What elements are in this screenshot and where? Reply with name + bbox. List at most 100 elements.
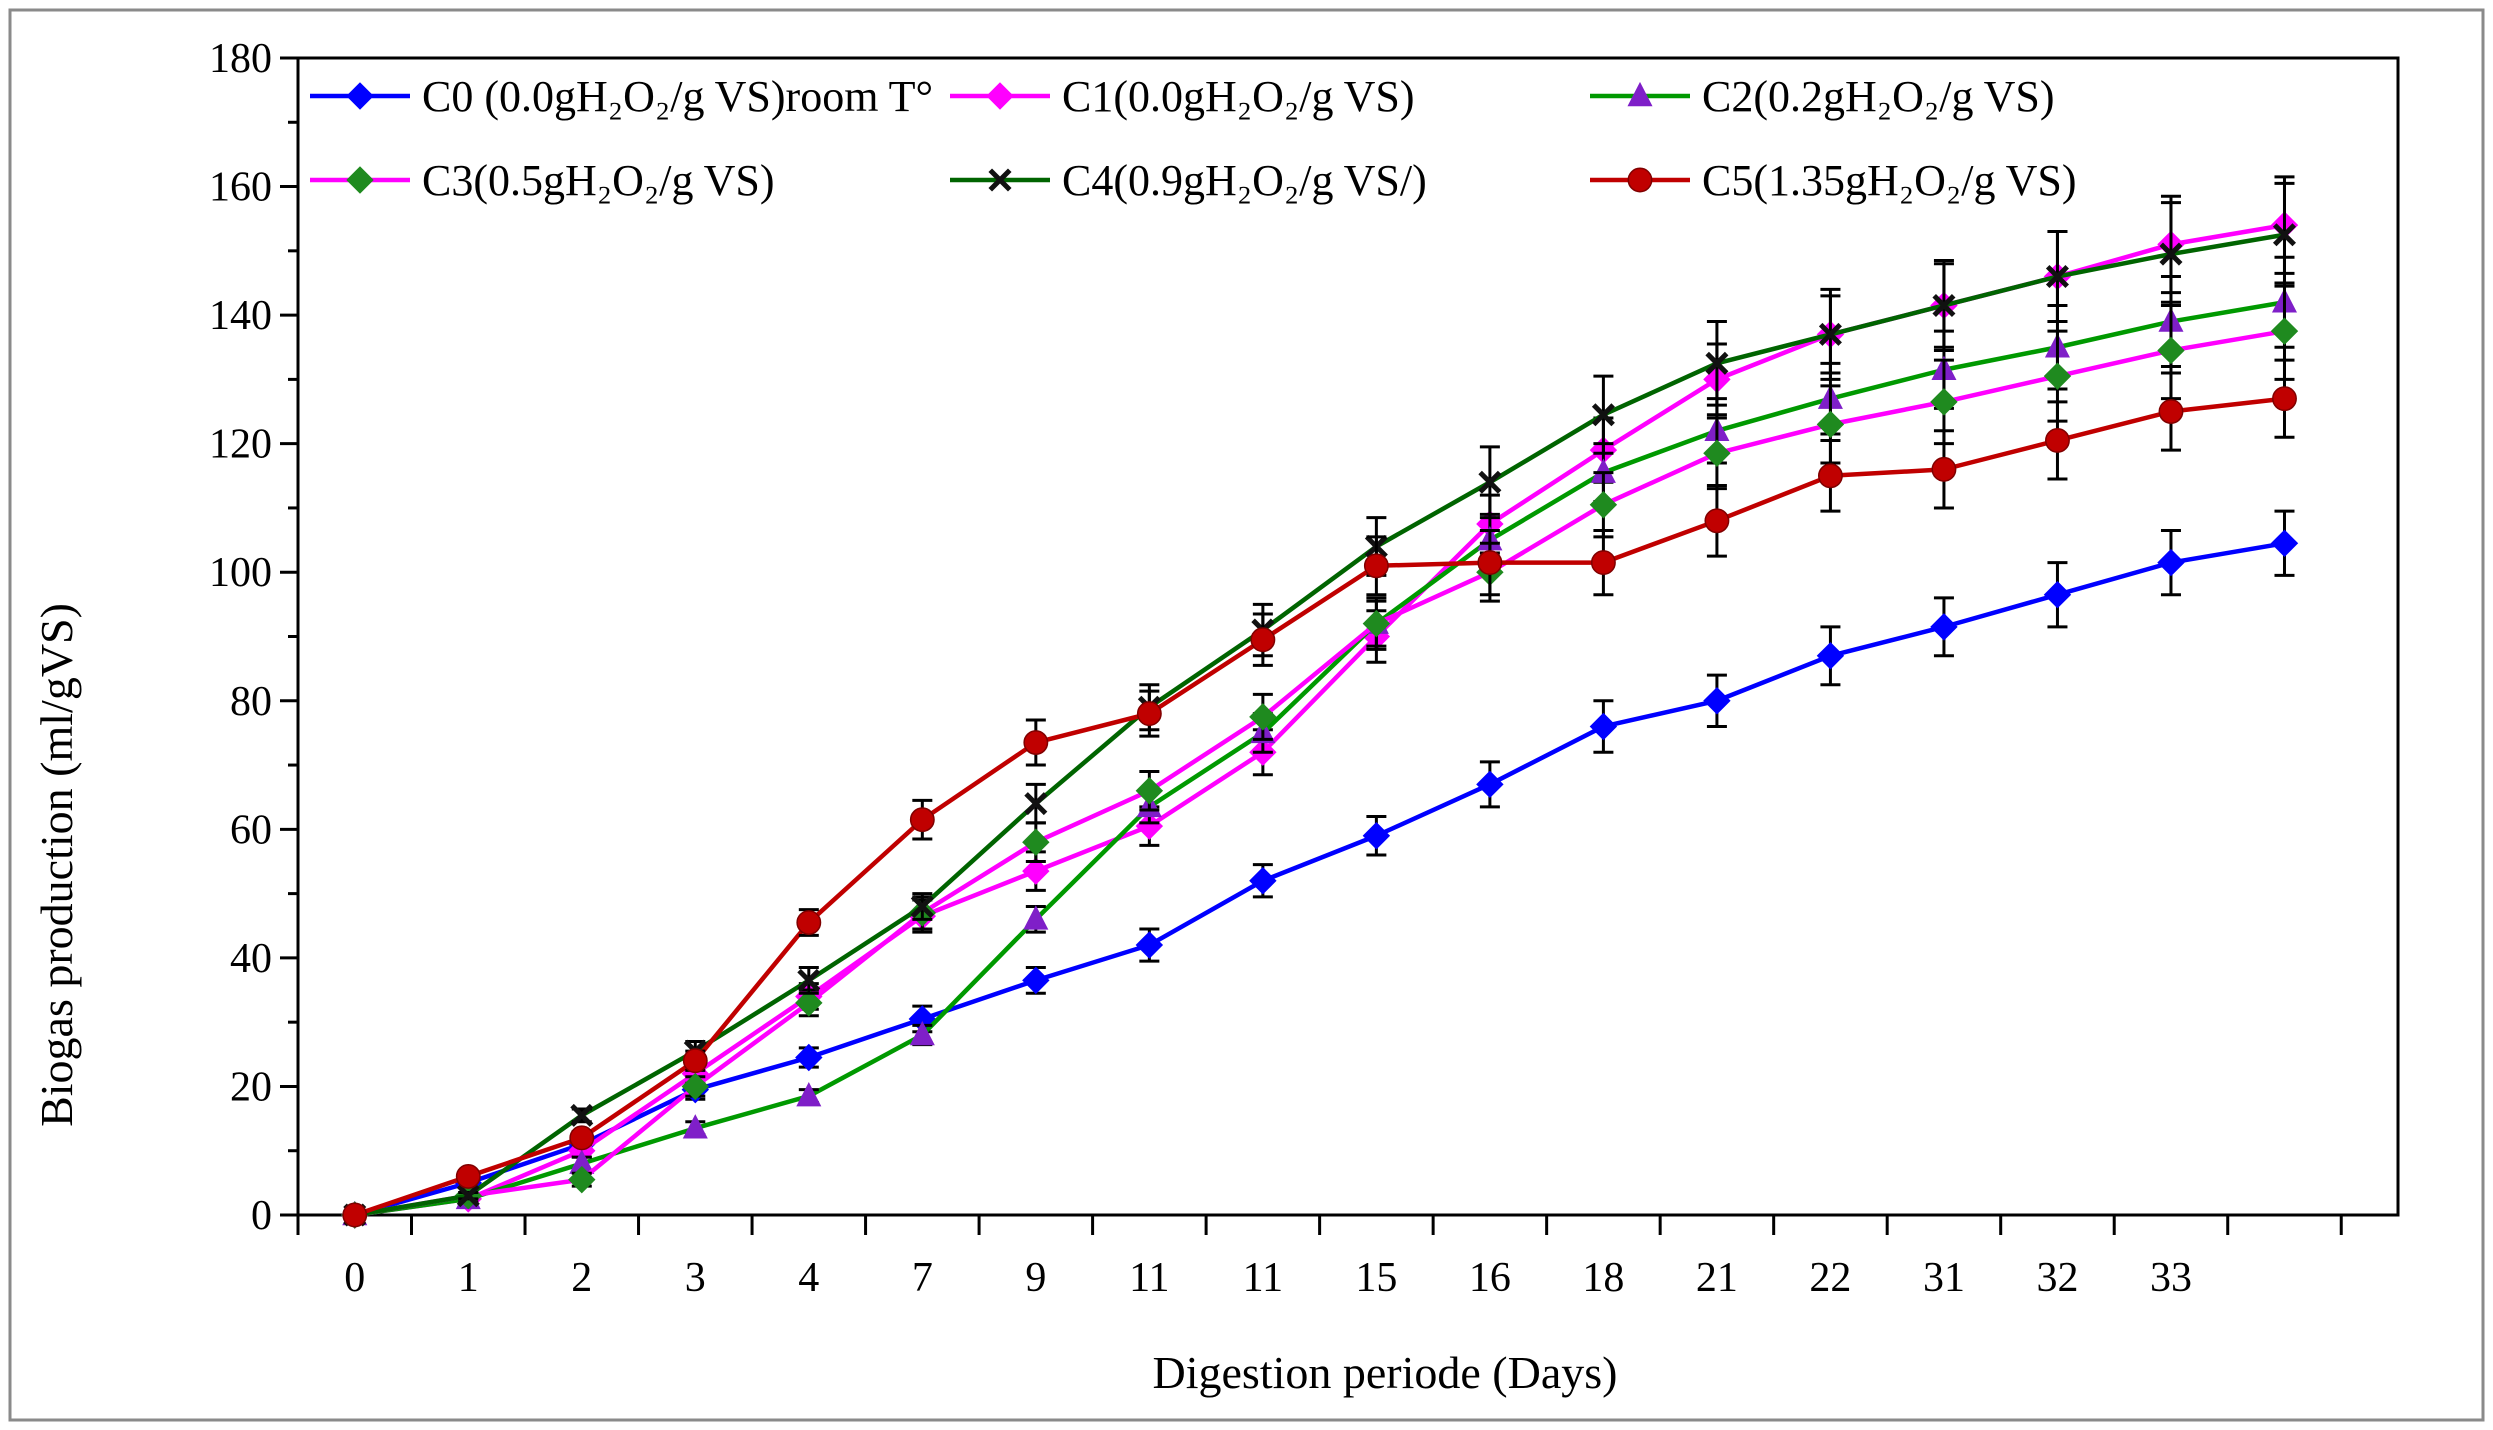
data-point (2270, 317, 2299, 345)
legend: C0 (0.0gH₂O₂/g VS)room T° C1(0.0gH₂O₂/g V… (310, 72, 2077, 205)
x-tick-label: 11 (1129, 1255, 1169, 1301)
data-point (1477, 550, 1503, 576)
y-tick-label: 80 (230, 679, 272, 725)
series-0 (341, 509, 2299, 1229)
data-point (910, 894, 934, 918)
y-tick-label: 60 (230, 807, 272, 853)
x-tick-label: 31 (1923, 1255, 1965, 1301)
y-tick-label: 20 (230, 1064, 272, 1110)
data-point (1816, 642, 1845, 670)
series-1 (341, 175, 2299, 1229)
x-tick-label: 0 (344, 1255, 365, 1301)
data-point (796, 910, 822, 935)
series-layer (341, 175, 2299, 1229)
series-line (354, 222, 2285, 1218)
data-point (909, 807, 935, 833)
data-point (2043, 362, 2072, 390)
x-tick-label: 7 (912, 1255, 933, 1301)
data-point (1703, 687, 1731, 715)
data-point (1930, 613, 1958, 641)
y-tick-label: 100 (209, 550, 272, 596)
series-line (354, 396, 2285, 1218)
data-point (681, 1072, 710, 1101)
data-point (1590, 550, 1616, 576)
data-point (909, 1020, 935, 1046)
series-3 (341, 281, 2299, 1229)
x-tick-label: 15 (1355, 1255, 1397, 1301)
legend-marker (346, 166, 374, 194)
x-tick-label: 1 (458, 1255, 479, 1301)
x-tick-label: 22 (1809, 1255, 1851, 1301)
data-point (1136, 701, 1162, 727)
plot-frame (296, 56, 2400, 1217)
data-point (1932, 293, 1956, 317)
data-point (1022, 966, 1050, 995)
series-2 (342, 255, 2298, 1226)
data-point (797, 968, 821, 992)
data-point (1135, 931, 1164, 959)
legend-entry-0: C0 (0.0gH₂O₂/g VS)room T° (310, 72, 933, 121)
data-point (2270, 529, 2299, 558)
legend-entry-4: C4(0.9gH₂O₂/g VS/) (950, 156, 1427, 205)
legend-label: C4(0.9gH₂O₂/g VS/) (1062, 156, 1427, 205)
data-point (1249, 703, 1277, 731)
series-line (354, 541, 2285, 1218)
data-point (1931, 456, 1957, 482)
y-tick-label: 180 (209, 36, 272, 82)
data-point (1817, 463, 1843, 489)
data-point (1816, 410, 1845, 439)
x-axis-label: Digestion periode (Days) (1153, 1347, 1618, 1398)
x-tick-label: 4 (798, 1255, 819, 1301)
series-4 (343, 181, 2297, 1227)
data-point (1022, 857, 1050, 885)
data-point (795, 989, 823, 1017)
legend-marker (988, 168, 1012, 192)
data-point (2158, 399, 2184, 424)
y-tick-label: 0 (251, 1193, 272, 1239)
legend-entry-3: C3(0.5gH₂O₂/g VS) (310, 156, 775, 205)
data-point (1705, 351, 1729, 375)
data-point (682, 1114, 708, 1139)
x-tick-label: 2 (571, 1255, 592, 1301)
series-line (354, 232, 2285, 1218)
x-tick-label: 33 (2150, 1255, 2192, 1301)
y-tick-label: 160 (209, 165, 272, 211)
legend-entry-5: C5(1.35gH₂O₂/g VS) (1590, 156, 2077, 205)
legend-label: C5(1.35gH₂O₂/g VS) (1702, 156, 2077, 205)
data-point (2157, 336, 2185, 365)
data-point (568, 1165, 596, 1194)
y-axis-label: Biogas production (ml/gVS) (31, 603, 82, 1127)
legend-entry-1: C1(0.0gH₂O₂/g VS) (950, 72, 1415, 121)
y-tick-label: 120 (209, 422, 272, 468)
data-point (682, 1048, 708, 1074)
data-point (456, 1184, 480, 1208)
x-tick-label: 3 (685, 1255, 706, 1301)
data-point (2043, 581, 2072, 609)
data-point (1249, 867, 1277, 895)
y-tick-label: 140 (209, 293, 272, 339)
data-point (2272, 386, 2297, 412)
data-point (1589, 712, 1618, 741)
data-point (1023, 905, 1049, 930)
series-5 (342, 358, 2297, 1228)
data-point (1476, 770, 1504, 799)
data-point (342, 1202, 368, 1228)
data-point (1930, 388, 1958, 416)
data-point (1818, 322, 1842, 346)
data-point (1022, 828, 1050, 856)
data-point (1704, 508, 1730, 534)
data-point (1363, 553, 1389, 579)
x-tick-label: 18 (1582, 1255, 1624, 1301)
series-line (354, 300, 2285, 1218)
legend-label: C2(0.2gH₂O₂/g VS) (1702, 72, 2055, 121)
legend-marker (346, 82, 374, 110)
x-tick-label: 16 (1469, 1255, 1511, 1301)
legend-entry-2: C2(0.2gH₂O₂/g VS) (1590, 72, 2055, 121)
legend-label: C0 (0.0gH₂O₂/g VS)room T° (422, 72, 933, 121)
data-point (1135, 777, 1164, 805)
data-point (2045, 428, 2070, 453)
x-tick-label: 21 (1696, 1255, 1738, 1301)
data-point (796, 1081, 822, 1107)
